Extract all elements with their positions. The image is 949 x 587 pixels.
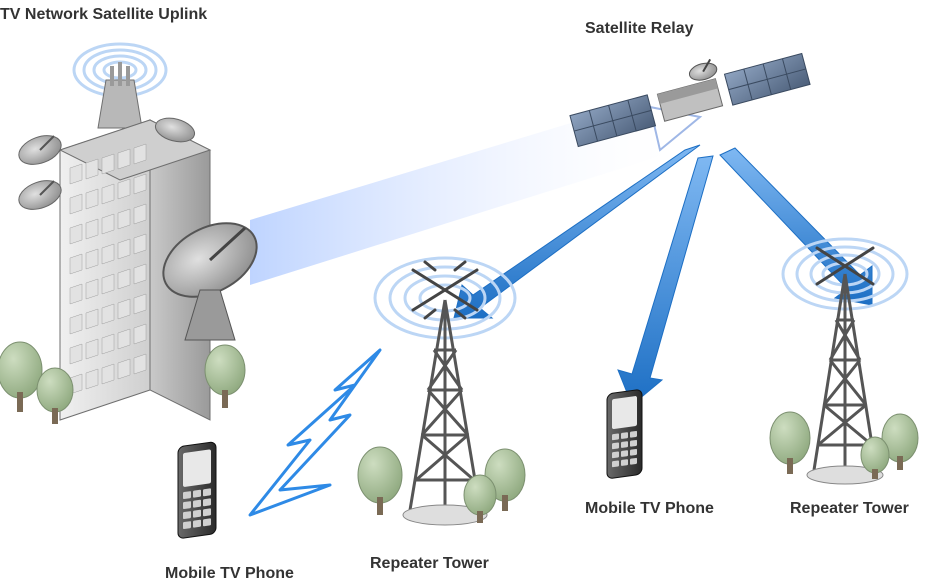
label-phone2: Mobile TV Phone	[585, 500, 714, 518]
edge-tower1-to-phone1-bolt	[0, 0, 949, 587]
label-tower1: Repeater Tower	[370, 555, 489, 573]
label-satellite: Satellite Relay	[585, 20, 694, 38]
node-phone-2	[600, 388, 655, 488]
node-phone-1	[170, 440, 230, 550]
diagram-canvas: TV Network Satellite Uplink Satellite Re…	[0, 0, 949, 587]
label-tower2: Repeater Tower	[790, 500, 909, 518]
label-phone1: Mobile TV Phone	[165, 565, 294, 583]
label-uplink: TV Network Satellite Uplink	[0, 6, 207, 24]
